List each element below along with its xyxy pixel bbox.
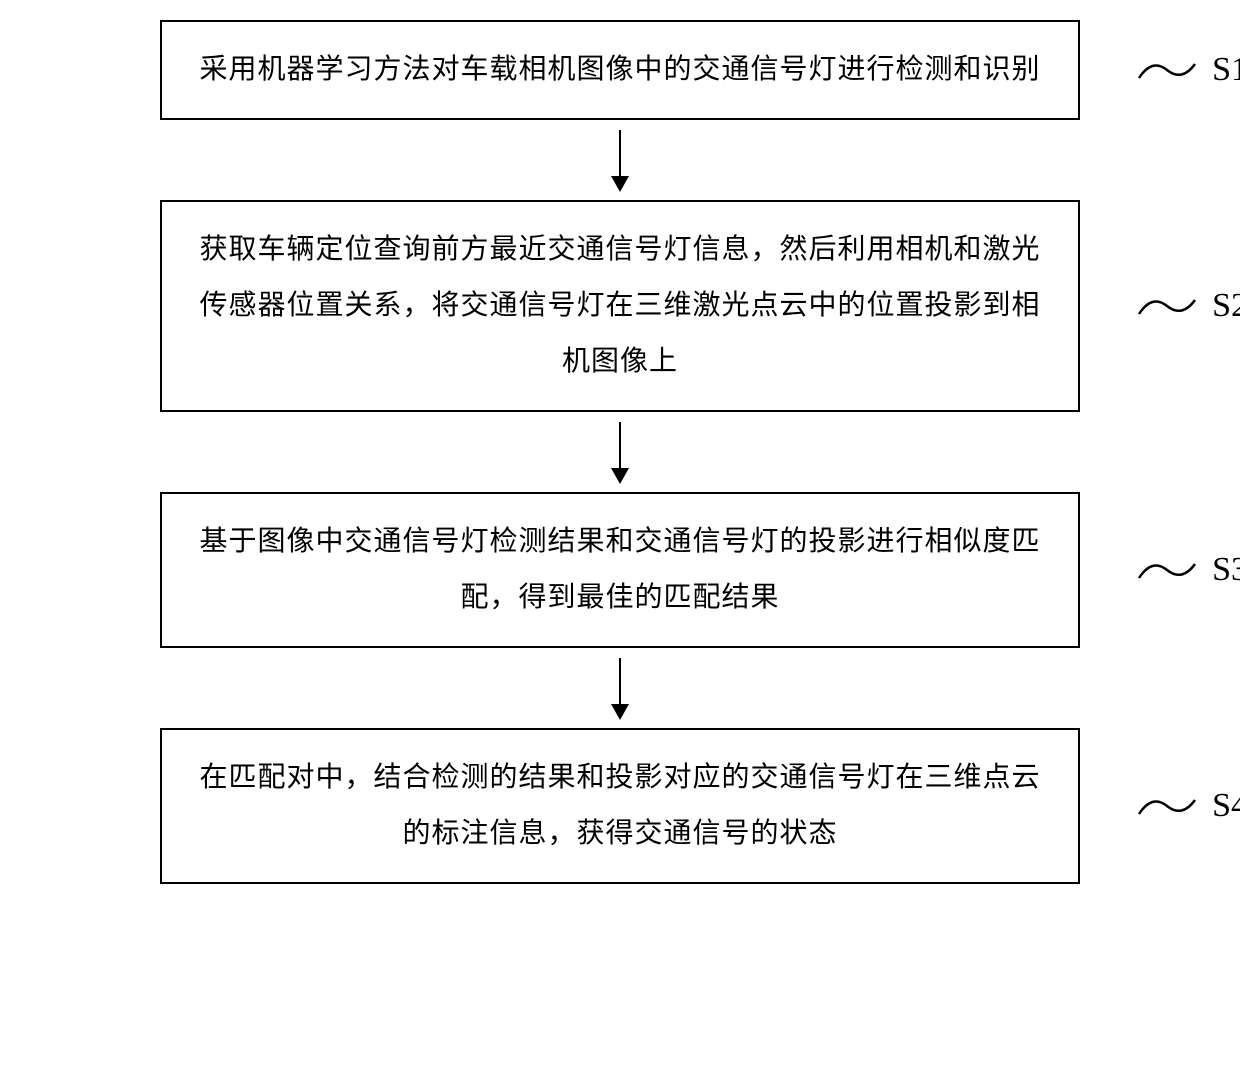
step-box-s2: 获取车辆定位查询前方最近交通信号灯信息，然后利用相机和激光传感器位置关系，将交通… xyxy=(160,200,1080,412)
step-label-wrap: S4 xyxy=(1137,772,1240,840)
step-box-s1: 采用机器学习方法对车载相机图像中的交通信号灯进行检测和识别 S1 xyxy=(160,20,1080,120)
flowchart-container: 采用机器学习方法对车载相机图像中的交通信号灯进行检测和识别 S1 获取车辆定位查… xyxy=(50,20,1190,884)
step-label: S2 xyxy=(1212,272,1240,340)
down-arrow-icon xyxy=(619,658,621,718)
step-label-wrap: S3 xyxy=(1137,536,1240,604)
step-label: S1 xyxy=(1212,36,1240,104)
step-text: 基于图像中交通信号灯检测结果和交通信号灯的投影进行相似度匹配，得到最佳的匹配结果 xyxy=(192,514,1048,626)
down-arrow-icon xyxy=(619,130,621,190)
step-text: 采用机器学习方法对车载相机图像中的交通信号灯进行检测和识别 xyxy=(192,42,1048,98)
step-label: S4 xyxy=(1212,772,1240,840)
step-label: S3 xyxy=(1212,536,1240,604)
tilde-connector-icon xyxy=(1137,786,1197,826)
tilde-connector-icon xyxy=(1137,286,1197,326)
step-text: 在匹配对中，结合检测的结果和投影对应的交通信号灯在三维点云的标注信息，获得交通信… xyxy=(192,750,1048,862)
step-box-s3: 基于图像中交通信号灯检测结果和交通信号灯的投影进行相似度匹配，得到最佳的匹配结果… xyxy=(160,492,1080,648)
arrow-connector xyxy=(50,120,1190,200)
step-box-s4: 在匹配对中，结合检测的结果和投影对应的交通信号灯在三维点云的标注信息，获得交通信… xyxy=(160,728,1080,884)
tilde-connector-icon xyxy=(1137,550,1197,590)
step-text: 获取车辆定位查询前方最近交通信号灯信息，然后利用相机和激光传感器位置关系，将交通… xyxy=(192,222,1048,390)
step-label-wrap: S1 xyxy=(1137,36,1240,104)
down-arrow-icon xyxy=(619,422,621,482)
step-label-wrap: S2 xyxy=(1137,272,1240,340)
arrow-connector xyxy=(50,412,1190,492)
arrow-connector xyxy=(50,648,1190,728)
tilde-connector-icon xyxy=(1137,50,1197,90)
